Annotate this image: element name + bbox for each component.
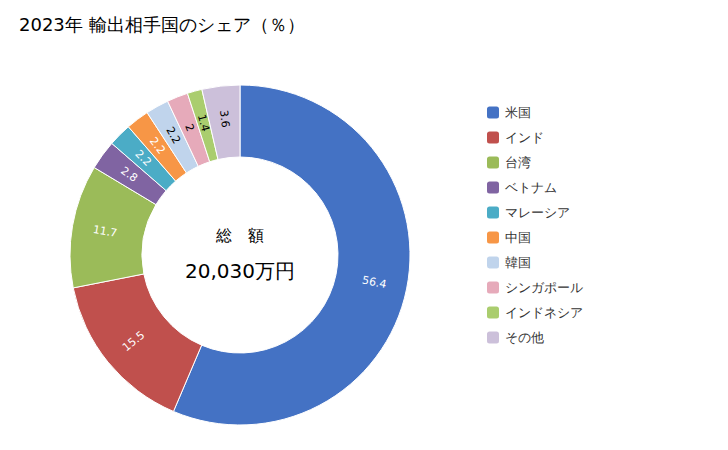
svg-text:韓国: 韓国 [505,255,531,270]
svg-text:2023年 輸出相手国のシェア（％）: 2023年 輸出相手国のシェア（％） [19,14,305,35]
svg-text:米国: 米国 [505,105,531,120]
svg-text:シンガポール: シンガポール [505,280,583,295]
svg-text:2.2: 2.2 [147,135,168,157]
svg-text:インドネシア: インドネシア [505,305,583,320]
svg-text:中国: 中国 [505,230,531,245]
svg-text:マレーシア: マレーシア [505,205,570,220]
svg-text:56.4: 56.4 [361,274,388,292]
svg-text:2.8: 2.8 [118,164,140,185]
svg-text:11.7: 11.7 [92,223,118,240]
svg-text:20,030万円: 20,030万円 [185,259,295,283]
svg-text:2.2: 2.2 [132,147,154,169]
svg-text:台湾: 台湾 [505,155,531,170]
svg-text:3.6: 3.6 [217,109,232,128]
svg-text:2: 2 [182,122,197,133]
svg-text:その他: その他 [505,330,544,345]
svg-text:ベトナム: ベトナム [505,180,557,195]
svg-text:2.2: 2.2 [163,125,183,147]
svg-text:総 額: 総 額 [215,226,264,245]
svg-text:15.5: 15.5 [120,329,147,355]
svg-text:インド: インド [505,130,544,145]
svg-text:1.4: 1.4 [195,113,212,133]
